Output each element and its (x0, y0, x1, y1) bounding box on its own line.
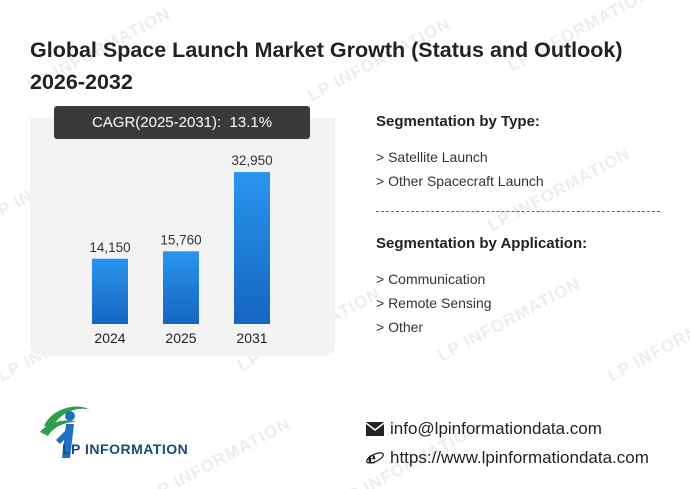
logo-icon (40, 406, 90, 458)
segment-type-item: > Other Spacecraft Launch (376, 173, 544, 189)
value-label: 14,150 (89, 240, 130, 255)
segment-application-item: > Remote Sensing (376, 295, 492, 311)
watermark: LP INFORMATION (604, 293, 690, 386)
svg-text:e: e (368, 448, 376, 466)
watermark: LP INFORMATION (484, 143, 634, 236)
envelope-icon (365, 422, 385, 436)
segmentation-application-title: Segmentation by Application: (376, 235, 588, 252)
category-label: 2031 (236, 330, 267, 346)
segmentation-type-title: Segmentation by Type: (376, 113, 540, 130)
segment-application-item: > Other (376, 319, 424, 335)
category-label: 2025 (165, 330, 196, 346)
logo-text: LP INFORMATION (62, 441, 189, 457)
internet-explorer-icon: e (366, 448, 384, 466)
value-label: 32,950 (231, 153, 272, 168)
contact-email[interactable]: info@lpinformationdata.com (390, 419, 602, 438)
bar-chart: 14,150 2024 15,760 2025 32,950 2031 (89, 153, 272, 346)
category-label: 2024 (94, 330, 125, 346)
bar-2025 (163, 251, 199, 324)
cagr-label: CAGR(2025-2031): (91, 114, 222, 131)
segment-application-item: > Communication (376, 271, 486, 287)
bar-2024 (92, 258, 128, 324)
watermark: LP INFORMATION (434, 273, 584, 366)
divider (376, 211, 660, 212)
value-label: 15,760 (160, 232, 201, 247)
contact-website[interactable]: https://www.lpinformationdata.com (390, 448, 649, 467)
cagr-value: 13.1% (229, 114, 273, 131)
bar-2031 (234, 172, 270, 324)
page-title: Global Space Launch Market Growth (Statu… (30, 38, 623, 94)
segment-type-item: > Satellite Launch (376, 149, 488, 165)
cagr-badge: CAGR(2025-2031): 13.1% (54, 106, 310, 139)
